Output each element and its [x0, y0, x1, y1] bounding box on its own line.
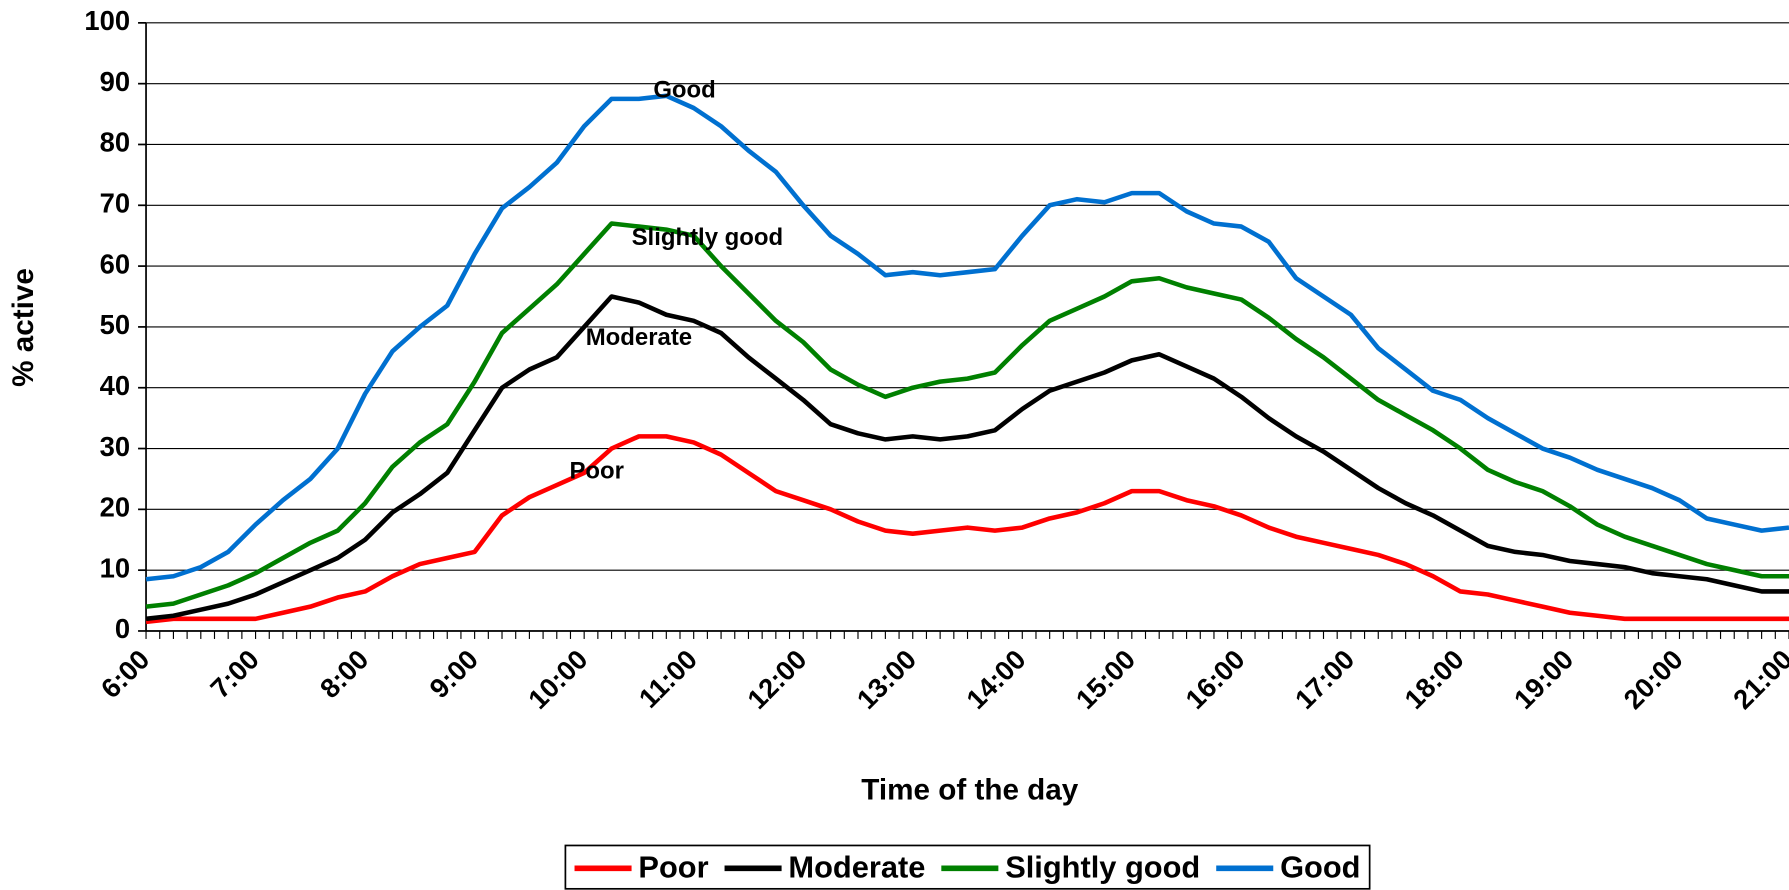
x-tick-label: 12:00 [741, 644, 812, 715]
x-tick-label: 18:00 [1398, 644, 1469, 715]
x-tick-label: 15:00 [1070, 644, 1141, 715]
x-tick-label: 6:00 [95, 644, 156, 705]
x-tick-label: 9:00 [423, 644, 484, 705]
y-tick-label: 0 [115, 613, 130, 644]
annotation: Good [653, 77, 716, 104]
x-tick-label: 21:00 [1727, 644, 1789, 715]
y-tick-label: 50 [100, 309, 130, 340]
legend-label: Poor [638, 850, 708, 885]
x-axis-title: Time of the day [861, 774, 1078, 807]
y-tick-label: 70 [100, 188, 130, 219]
y-tick-label: 20 [100, 492, 130, 523]
x-tick-label: 17:00 [1289, 644, 1360, 715]
x-tick-label: 7:00 [204, 644, 265, 705]
series-line [145, 93, 1789, 582]
legend-label: Moderate [788, 850, 925, 885]
x-tick-label: 20:00 [1617, 644, 1688, 715]
x-tick-label: 16:00 [1179, 644, 1250, 715]
series-line [145, 294, 1789, 622]
y-axis-title: % active [7, 268, 40, 387]
annotation: Poor [569, 458, 624, 485]
x-tick-label: 8:00 [314, 644, 375, 705]
series-line [145, 434, 1789, 625]
x-tick-label: 11:00 [633, 644, 703, 714]
y-tick-label: 40 [100, 370, 130, 401]
legend: Poor Moderate Slightly good Good [564, 844, 1371, 890]
y-tick-label: 100 [84, 5, 130, 36]
x-tick-label: 14:00 [960, 644, 1031, 715]
x-tick-label: 10:00 [522, 644, 593, 715]
annotation: Moderate [586, 324, 692, 351]
x-tick-label: 19:00 [1508, 644, 1579, 715]
x-tick-label: 13:00 [851, 644, 922, 715]
series-line [145, 221, 1789, 609]
y-tick-label: 80 [100, 127, 130, 158]
y-tick-label: 90 [100, 66, 130, 97]
y-tick-label: 10 [100, 552, 130, 583]
legend-label: Good [1280, 850, 1360, 885]
y-tick-label: 30 [100, 431, 130, 462]
legend-label: Slightly good [1005, 850, 1200, 885]
annotation: Slightly good [632, 224, 784, 251]
y-tick-label: 60 [100, 248, 130, 279]
